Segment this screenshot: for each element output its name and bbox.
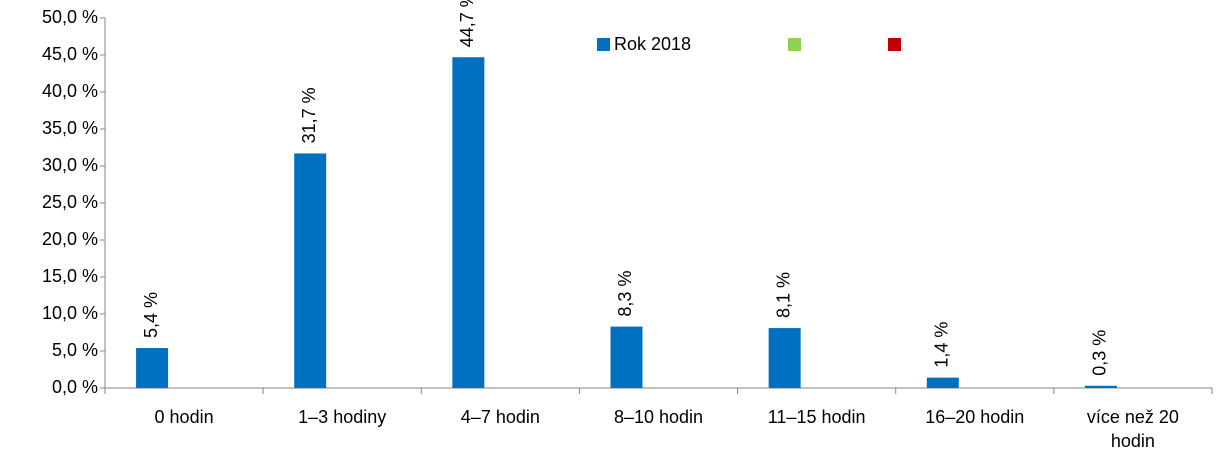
- y-tick-label: 5,0 %: [52, 340, 98, 360]
- bar: [926, 377, 959, 388]
- bar: [610, 326, 643, 388]
- bar: [294, 153, 327, 388]
- bar: [1084, 385, 1117, 388]
- bar: [452, 57, 485, 388]
- x-tick-label: 4–7 hodin: [460, 407, 540, 427]
- y-tick-label: 10,0 %: [42, 303, 98, 323]
- data-label: 1,4 %: [932, 322, 952, 368]
- y-tick-label: 20,0 %: [42, 229, 98, 249]
- y-tick-label: 15,0 %: [42, 266, 98, 286]
- y-tick-label: 30,0 %: [42, 155, 98, 175]
- y-tick-label: 40,0 %: [42, 81, 98, 101]
- data-label: 8,3 %: [615, 271, 635, 317]
- data-label: 0,3 %: [1090, 330, 1110, 376]
- y-tick-label: 45,0 %: [42, 44, 98, 64]
- legend-swatch: [888, 38, 901, 51]
- data-label: 44,7 %: [457, 0, 477, 47]
- x-tick-label: 8–10 hodin: [613, 407, 704, 427]
- y-tick-label: 50,0 %: [42, 7, 98, 27]
- x-tick-label: 16–20 hodin: [925, 407, 1025, 427]
- y-tick-label: 0,0 %: [52, 377, 98, 397]
- data-label: 8,1 %: [773, 272, 793, 318]
- legend-swatch: [788, 38, 801, 51]
- legend-label: Rok 2018: [614, 34, 691, 54]
- x-tick-label: 11–15 hodin: [767, 407, 866, 427]
- y-tick-label: 35,0 %: [42, 118, 98, 138]
- legend-swatch: [597, 38, 610, 51]
- data-label: 31,7 %: [299, 87, 319, 143]
- bar: [136, 348, 169, 388]
- data-label: 5,4 %: [141, 292, 161, 338]
- x-tick-label: 1–3 hodiny: [298, 407, 387, 427]
- bar: [768, 328, 801, 388]
- x-tick-label: 0 hodin: [154, 407, 214, 427]
- y-tick-label: 25,0 %: [42, 192, 98, 212]
- x-tick-label: více než 20 hodin: [1086, 407, 1179, 451]
